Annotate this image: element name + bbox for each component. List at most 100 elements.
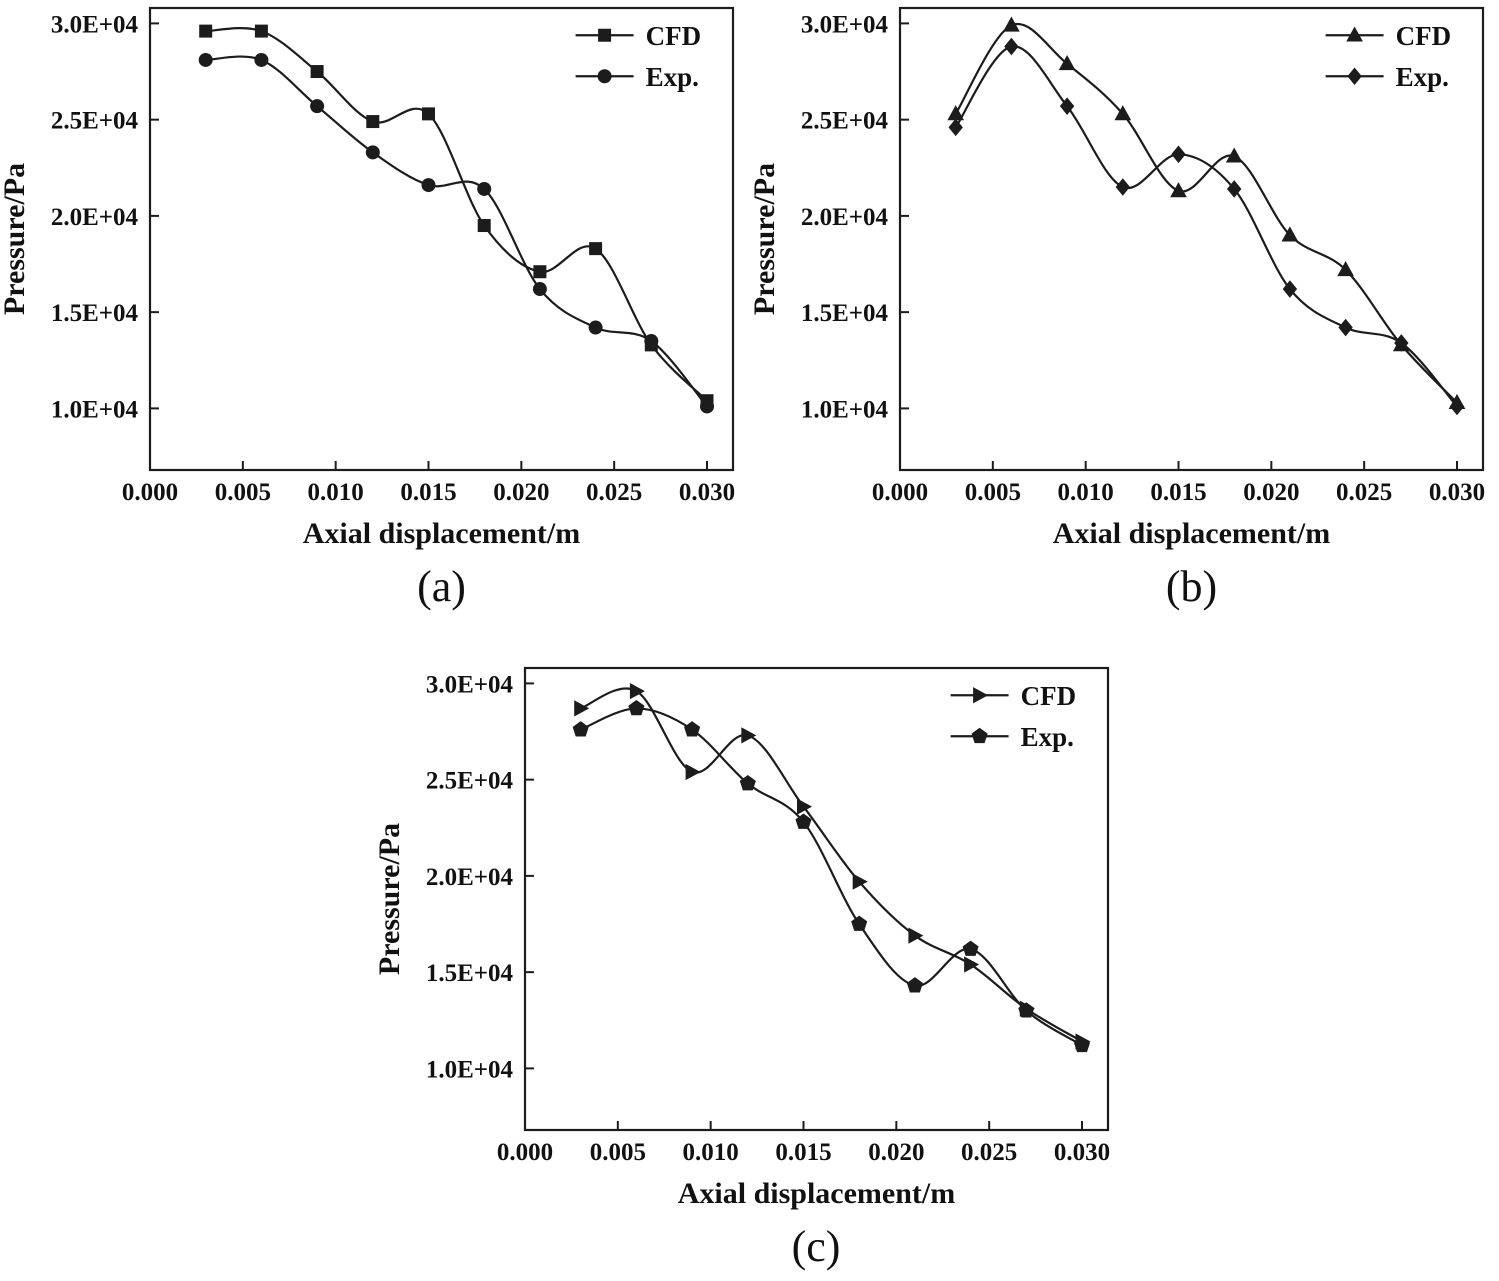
x-tick-label: 0.025 <box>1336 479 1392 506</box>
chart-a-caption: (a) <box>417 562 466 611</box>
marker-pentagon <box>971 727 988 744</box>
y-tick-label: 3.0E+04 <box>51 11 139 38</box>
chart-c-caption: (c) <box>791 1222 841 1271</box>
marker-diamond <box>1171 145 1186 164</box>
marker-diamond <box>948 118 963 137</box>
marker-square <box>477 219 491 233</box>
y-tick-label: 2.5E+04 <box>801 108 889 135</box>
chart-block-b: 0.000 0.005 0.010 0.015 0.020 0.025 0.030 1.0E+… <box>748 0 1499 616</box>
y-axis-label: Pressure/Pa <box>750 163 781 315</box>
x-tick-label: 0.010 <box>1058 479 1114 506</box>
x-tick-label: 0.010 <box>682 1139 738 1166</box>
x-tick-label: 0.020 <box>1243 479 1299 506</box>
y-tick-label: 1.5E+04 <box>801 300 889 327</box>
x-tick-label: 0.025 <box>586 479 642 506</box>
marker-triangle-up <box>1114 105 1132 121</box>
marker-triangle-up <box>1337 261 1354 277</box>
x-tick-label: 0.020 <box>493 479 549 506</box>
bottom-chart-row: 0.000 0.005 0.010 0.015 0.020 0.025 0.030 1.0E+… <box>0 660 1499 1276</box>
marker-circle <box>198 52 213 67</box>
marker-pentagon <box>794 813 812 829</box>
marker-circle <box>310 99 325 114</box>
marker-triangle-up <box>1170 182 1187 198</box>
y-axis-label: Pressure/Pa <box>0 163 31 315</box>
x-tick-label: 0.005 <box>589 1139 645 1166</box>
chart-block-a: 0.000 0.005 0.010 0.015 0.020 0.025 0.030 1.0E+… <box>0 0 750 616</box>
top-chart-row: 0.000 0.005 0.010 0.015 0.020 0.025 0.030 1.0E+… <box>0 0 1499 616</box>
y-tick-label: 2.0E+04 <box>51 204 139 231</box>
y-tick-label: 2.0E+04 <box>801 204 889 231</box>
legend-label-Exp.: Exp. <box>1020 722 1073 752</box>
y-tick-label: 1.0E+04 <box>51 396 139 423</box>
marker-circle <box>597 69 612 84</box>
y-tick-label: 1.0E+04 <box>801 396 889 423</box>
marker-triangle-right <box>796 798 812 815</box>
chart-b-canvas: 0.000 0.005 0.010 0.015 0.020 0.025 0.030 1.0E+… <box>748 0 1499 556</box>
legend-label-CFD: CFD <box>646 21 702 51</box>
x-tick-label: 0.015 <box>1150 479 1206 506</box>
plot-border <box>148 6 735 472</box>
x-axis-label: Axial displacement/m <box>677 1177 955 1210</box>
x-tick-label: 0.030 <box>679 479 735 506</box>
marker-triangle-up <box>1225 147 1243 163</box>
series-line-Exp. <box>954 45 1458 408</box>
marker-pentagon <box>906 977 923 993</box>
y-tick-label: 1.5E+04 <box>51 300 139 327</box>
series-line-Exp. <box>205 55 708 408</box>
marker-triangle-up <box>1058 55 1076 71</box>
chart-svg: 0.000 0.005 0.010 0.015 0.020 0.025 0.030 1.0E+… <box>373 666 1110 1210</box>
marker-triangle-right <box>740 727 756 744</box>
series-line-CFD <box>205 27 708 402</box>
marker-triangle-up <box>1346 26 1363 42</box>
marker-triangle-right <box>852 873 868 890</box>
x-tick-label: 0.025 <box>961 1139 1017 1166</box>
y-axis-label: Pressure/Pa <box>375 823 406 975</box>
marker-square <box>422 107 435 121</box>
chart-svg: 0.000 0.005 0.010 0.015 0.020 0.025 0.030 1.0E+… <box>748 6 1485 550</box>
x-tick-label: 0.015 <box>775 1139 831 1166</box>
y-tick-label: 2.0E+04 <box>425 864 513 891</box>
x-tick-label: 0.030 <box>1429 479 1485 506</box>
y-tick-label: 2.5E+04 <box>51 108 139 135</box>
marker-circle <box>532 282 547 297</box>
chart-block-c: 0.000 0.005 0.010 0.015 0.020 0.025 0.030 1.0E+… <box>373 660 1125 1276</box>
marker-circle <box>254 52 269 67</box>
x-tick-label: 0.015 <box>400 479 456 506</box>
legend-label-CFD: CFD <box>1020 681 1076 711</box>
marker-triangle-up <box>1281 226 1299 242</box>
marker-pentagon <box>572 721 589 737</box>
marker-circle <box>700 399 715 414</box>
marker-triangle-up <box>1003 16 1020 32</box>
x-tick-label: 0.000 <box>496 1139 552 1166</box>
marker-square <box>254 24 268 38</box>
legend-label-CFD: CFD <box>1396 21 1452 51</box>
series-line-CFD <box>954 22 1458 404</box>
marker-diamond <box>1004 37 1019 56</box>
x-axis-label: Axial displacement/m <box>1053 517 1331 550</box>
marker-pentagon <box>627 699 644 716</box>
marker-circle <box>588 320 603 335</box>
marker-triangle-right <box>685 763 701 781</box>
x-tick-label: 0.030 <box>1053 1139 1109 1166</box>
marker-circle <box>477 181 492 196</box>
marker-diamond <box>1282 280 1298 298</box>
marker-pentagon <box>962 940 979 956</box>
marker-square <box>366 115 380 129</box>
x-tick-label: 0.005 <box>965 479 1021 506</box>
series-line-Exp. <box>579 707 1083 1047</box>
plot-border <box>898 6 1485 472</box>
marker-square <box>589 242 603 256</box>
x-tick-label: 0.020 <box>868 1139 924 1166</box>
y-tick-label: 1.5E+04 <box>425 960 513 987</box>
marker-triangle-right <box>907 927 923 944</box>
marker-square <box>533 265 547 279</box>
marker-diamond <box>1115 178 1130 196</box>
x-axis-label: Axial displacement/m <box>303 517 581 550</box>
x-tick-label: 0.005 <box>215 479 271 506</box>
marker-pentagon <box>739 775 756 791</box>
marker-diamond <box>1394 334 1409 352</box>
legend-label-Exp.: Exp. <box>1396 62 1449 92</box>
x-tick-label: 0.000 <box>122 479 178 506</box>
x-tick-label: 0.010 <box>308 479 364 506</box>
y-tick-label: 2.5E+04 <box>425 768 513 795</box>
